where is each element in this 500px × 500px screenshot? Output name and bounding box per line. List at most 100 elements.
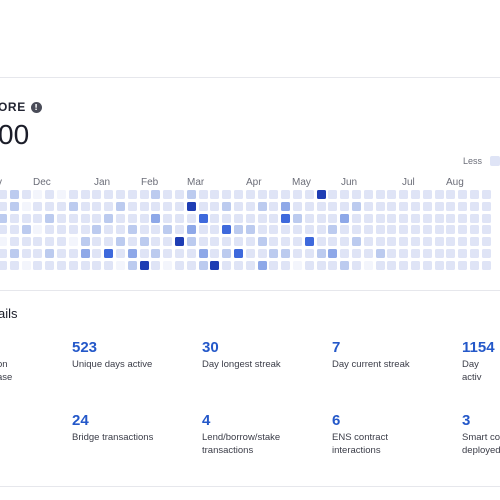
heatmap-cell[interactable] — [21, 237, 31, 247]
heatmap-cell[interactable] — [340, 190, 350, 199]
heatmap-cell[interactable] — [92, 237, 102, 247]
heatmap-cell[interactable] — [175, 213, 184, 223]
heatmap-cell[interactable] — [281, 190, 291, 199]
heatmap-cell[interactable] — [163, 190, 173, 199]
heatmap-cell[interactable] — [399, 201, 409, 211]
heatmap-cell[interactable] — [33, 190, 43, 199]
heatmap-cell[interactable] — [151, 190, 161, 199]
heatmap-cell[interactable] — [92, 225, 102, 235]
heatmap-cell[interactable] — [411, 249, 420, 258]
heatmap-cell[interactable] — [411, 237, 420, 247]
heatmap-cell[interactable] — [411, 225, 420, 235]
heatmap-cell[interactable] — [387, 249, 397, 258]
heatmap-cell[interactable] — [328, 249, 338, 258]
heatmap-cell[interactable] — [139, 190, 149, 199]
heatmap-cell[interactable] — [434, 260, 444, 270]
heatmap-cell[interactable] — [481, 201, 491, 211]
heatmap-cell[interactable] — [0, 190, 7, 199]
heatmap-cell[interactable] — [399, 249, 409, 258]
heatmap-cell[interactable] — [316, 190, 326, 199]
heatmap-cell[interactable] — [68, 225, 78, 235]
heatmap-cell[interactable] — [151, 237, 161, 247]
heatmap-cell[interactable] — [127, 225, 137, 235]
heatmap-cell[interactable] — [340, 237, 350, 247]
heatmap-cell[interactable] — [375, 201, 385, 211]
heatmap-cell[interactable] — [304, 260, 314, 270]
heatmap-cell[interactable] — [21, 190, 31, 199]
heatmap-cell[interactable] — [446, 260, 456, 270]
heatmap-cell[interactable] — [127, 249, 137, 258]
heatmap-cell[interactable] — [0, 201, 7, 211]
heatmap-cell[interactable] — [363, 249, 373, 258]
heatmap-cell[interactable] — [92, 190, 102, 199]
heatmap-cell[interactable] — [363, 213, 373, 223]
heatmap-cell[interactable] — [0, 237, 7, 247]
heatmap-cell[interactable] — [470, 190, 479, 199]
heatmap-cell[interactable] — [45, 249, 55, 258]
heatmap-cell[interactable] — [116, 225, 125, 235]
heatmap-cell[interactable] — [245, 225, 255, 235]
heatmap-cell[interactable] — [68, 190, 78, 199]
heatmap-cell[interactable] — [116, 237, 125, 247]
heatmap-cell[interactable] — [45, 260, 55, 270]
heatmap-cell[interactable] — [92, 213, 102, 223]
heatmap-cell[interactable] — [151, 201, 161, 211]
heatmap-cell[interactable] — [304, 249, 314, 258]
heatmap-cell[interactable] — [57, 225, 66, 235]
heatmap-cell[interactable] — [175, 190, 184, 199]
heatmap-cell[interactable] — [210, 237, 220, 247]
heatmap-cell[interactable] — [163, 237, 173, 247]
heatmap-cell[interactable] — [45, 201, 55, 211]
heatmap-cell[interactable] — [139, 201, 149, 211]
heatmap-cell[interactable] — [151, 225, 161, 235]
heatmap-cell[interactable] — [458, 225, 468, 235]
heatmap-cell[interactable] — [57, 249, 66, 258]
heatmap-cell[interactable] — [458, 201, 468, 211]
heatmap-cell[interactable] — [257, 213, 267, 223]
heatmap-cell[interactable] — [422, 213, 432, 223]
heatmap-cell[interactable] — [234, 225, 243, 235]
heatmap-cell[interactable] — [281, 260, 291, 270]
heatmap-cell[interactable] — [222, 237, 232, 247]
heatmap-cell[interactable] — [57, 237, 66, 247]
heatmap-cell[interactable] — [222, 213, 232, 223]
heatmap-cell[interactable] — [304, 190, 314, 199]
heatmap-cell[interactable] — [434, 225, 444, 235]
heatmap-cell[interactable] — [352, 249, 361, 258]
heatmap-cell[interactable] — [293, 260, 302, 270]
heatmap-cell[interactable] — [139, 260, 149, 270]
heatmap-cell[interactable] — [375, 260, 385, 270]
heatmap-cell[interactable] — [316, 201, 326, 211]
heatmap-cell[interactable] — [116, 201, 125, 211]
heatmap-cell[interactable] — [163, 249, 173, 258]
heatmap-cell[interactable] — [434, 190, 444, 199]
heatmap-cell[interactable] — [411, 190, 420, 199]
heatmap-cell[interactable] — [163, 225, 173, 235]
heatmap-cell[interactable] — [245, 190, 255, 199]
heatmap-cell[interactable] — [328, 201, 338, 211]
heatmap-cell[interactable] — [139, 249, 149, 258]
heatmap-cell[interactable] — [116, 260, 125, 270]
heatmap-cell[interactable] — [175, 225, 184, 235]
heatmap-cell[interactable] — [68, 201, 78, 211]
heatmap-cell[interactable] — [198, 201, 208, 211]
heatmap-cell[interactable] — [245, 237, 255, 247]
heatmap-cell[interactable] — [33, 237, 43, 247]
heatmap-cell[interactable] — [163, 201, 173, 211]
heatmap-cell[interactable] — [269, 260, 279, 270]
heatmap-cell[interactable] — [57, 190, 66, 199]
heatmap-cell[interactable] — [304, 225, 314, 235]
heatmap-cell[interactable] — [9, 237, 19, 247]
heatmap-cell[interactable] — [399, 213, 409, 223]
heatmap-cell[interactable] — [104, 190, 114, 199]
heatmap-cell[interactable] — [481, 249, 491, 258]
heatmap-cell[interactable] — [80, 237, 90, 247]
heatmap-cell[interactable] — [481, 225, 491, 235]
heatmap-cell[interactable] — [257, 201, 267, 211]
heatmap-cell[interactable] — [0, 249, 7, 258]
heatmap-cell[interactable] — [434, 201, 444, 211]
heatmap-cell[interactable] — [92, 201, 102, 211]
heatmap-cell[interactable] — [57, 260, 66, 270]
heatmap-cell[interactable] — [304, 201, 314, 211]
heatmap-cell[interactable] — [45, 225, 55, 235]
